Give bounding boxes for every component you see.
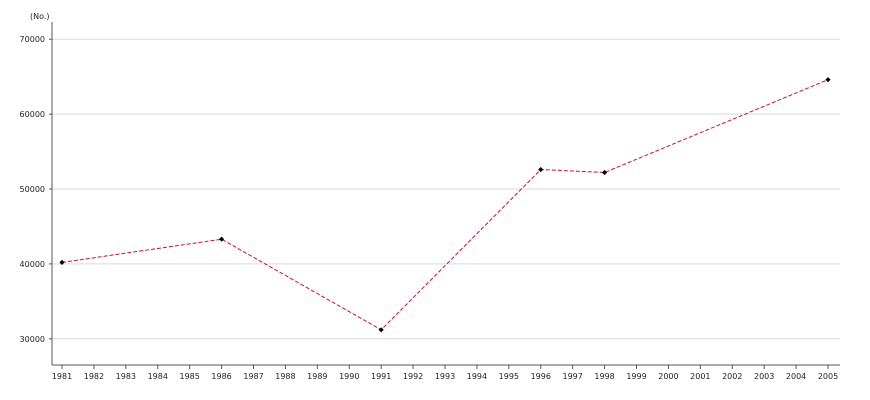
- x-tick-label: 2002: [722, 372, 742, 381]
- x-tick-label: 1987: [243, 372, 263, 381]
- data-point: [378, 327, 384, 333]
- y-tick-label: 70000: [20, 35, 45, 44]
- x-tick-label: 1989: [307, 372, 327, 381]
- x-tick-label: 1992: [403, 372, 423, 381]
- series-group: [59, 77, 831, 333]
- x-tick-label: 2005: [818, 372, 838, 381]
- y-axis-unit-label: (No.): [30, 12, 50, 21]
- x-tick-label: 2000: [658, 372, 678, 381]
- x-tick-label: 1990: [339, 372, 359, 381]
- y-tick-label: 60000: [20, 110, 45, 119]
- x-tick-label: 1995: [499, 372, 519, 381]
- data-point: [601, 169, 608, 176]
- x-tick-label: 1988: [275, 372, 295, 381]
- x-tick-label: 1993: [435, 372, 455, 381]
- x-tick-label: 2004: [786, 372, 806, 381]
- x-tick-label: 1999: [626, 372, 646, 381]
- x-tick-label: 1984: [148, 372, 168, 381]
- x-tick-label: 1982: [84, 372, 104, 381]
- y-tick-label: 40000: [20, 260, 45, 269]
- y-axis-ticks: 30000 40000 50000 60000 70000: [20, 35, 52, 344]
- x-tick-label: 2001: [690, 372, 710, 381]
- x-tick-label: 1998: [594, 372, 614, 381]
- series-line: [61, 79, 829, 331]
- x-axis-ticks: 1981 1982 1983 1984 1985 1986 1987 1988 1989 1990…: [52, 365, 838, 381]
- data-point: [825, 77, 831, 83]
- x-tick-label: 2003: [754, 372, 774, 381]
- x-tick-label: 1996: [531, 372, 551, 381]
- grid-lines: [52, 38, 840, 340]
- x-tick-label: 1997: [562, 372, 582, 381]
- axes: [51, 22, 840, 366]
- x-tick-label: 1986: [211, 372, 231, 381]
- x-tick-label: 1985: [179, 372, 199, 381]
- y-tick-label: 50000: [20, 185, 45, 194]
- data-point: [538, 166, 544, 173]
- data-point: [59, 259, 65, 266]
- x-tick-label: 1991: [371, 372, 391, 381]
- y-tick-label: 30000: [20, 335, 45, 344]
- data-point: [218, 236, 225, 242]
- x-tick-label: 1981: [52, 372, 72, 381]
- x-tick-label: 1994: [467, 372, 487, 381]
- x-tick-label: 1983: [116, 372, 136, 381]
